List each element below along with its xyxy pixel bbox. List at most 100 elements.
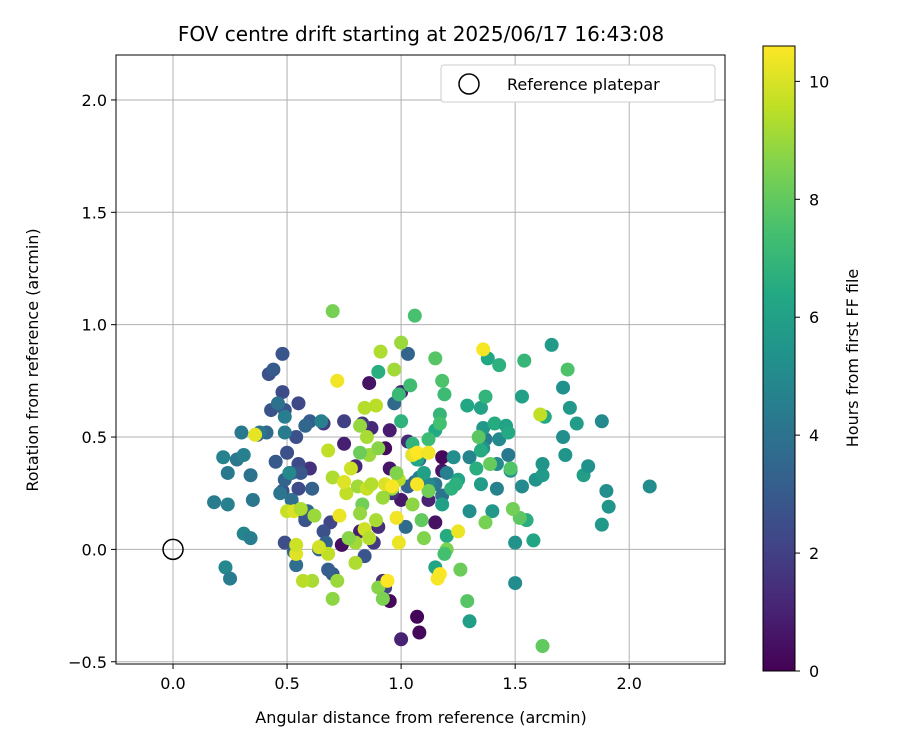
plot-frame <box>115 54 726 665</box>
colorbar-tick-label: 8 <box>809 190 819 209</box>
data-point <box>321 443 336 458</box>
legend: Reference platepar <box>440 64 716 103</box>
data-point <box>369 398 384 413</box>
data-point <box>437 387 452 402</box>
data-point <box>394 414 409 429</box>
data-point <box>471 430 486 445</box>
data-point <box>508 576 523 591</box>
data-point <box>223 571 238 586</box>
data-point <box>469 461 484 476</box>
data-point <box>375 591 390 606</box>
data-point <box>501 448 516 463</box>
data-point <box>430 571 445 586</box>
data-point <box>312 540 326 555</box>
data-point <box>337 436 352 451</box>
data-point <box>394 335 409 350</box>
data-point <box>460 594 475 609</box>
data-point <box>487 416 502 431</box>
data-point <box>601 499 616 514</box>
data-point <box>339 486 354 501</box>
data-point <box>544 337 559 352</box>
data-point <box>325 304 340 319</box>
data-point <box>380 573 395 588</box>
data-point <box>460 398 475 413</box>
data-point <box>400 346 415 361</box>
data-point <box>535 468 550 483</box>
data-point <box>373 344 388 359</box>
data-point <box>266 362 281 377</box>
data-point <box>353 418 368 433</box>
data-point <box>207 495 222 510</box>
data-point <box>503 461 518 476</box>
data-point <box>439 465 454 480</box>
data-point <box>369 513 384 528</box>
data-point <box>270 396 285 411</box>
data-point <box>517 353 532 368</box>
data-point <box>291 396 306 411</box>
data-point <box>448 477 463 492</box>
data-point <box>245 492 260 507</box>
data-point <box>353 506 368 521</box>
colorbar-tick-label: 10 <box>809 72 829 91</box>
data-point <box>421 483 436 498</box>
data-point <box>599 483 614 498</box>
data-point <box>277 409 292 424</box>
data-point <box>535 639 550 654</box>
colorbar-ticks: 0 2 4 6 8 10 <box>795 72 829 681</box>
data-point <box>462 504 477 519</box>
data-point <box>478 389 493 404</box>
data-point <box>515 389 529 404</box>
chart-title: FOV centre drift starting at 2025/06/17 … <box>178 22 664 46</box>
data-point <box>316 524 331 539</box>
x-tick-label: 1.5 <box>502 674 527 693</box>
data-point <box>435 373 450 388</box>
data-point <box>403 378 418 393</box>
data-point <box>485 504 500 519</box>
data-point <box>220 465 235 480</box>
reference-point-marker <box>162 538 184 561</box>
colorbar <box>762 45 796 672</box>
data-point <box>234 425 249 440</box>
data-point <box>325 470 340 485</box>
data-point <box>476 342 491 357</box>
data-point <box>293 465 308 480</box>
data-point <box>428 515 443 530</box>
data-point <box>473 400 488 415</box>
data-point <box>394 632 409 647</box>
data-point <box>382 423 397 438</box>
colorbar-tick-label: 2 <box>809 544 819 563</box>
data-point <box>421 432 436 447</box>
data-point <box>362 376 377 391</box>
data-point <box>348 555 363 570</box>
data-point <box>291 481 306 496</box>
data-point <box>275 385 290 400</box>
data-point <box>236 448 251 463</box>
data-point <box>414 513 429 528</box>
x-tick-label: 1.0 <box>388 674 413 693</box>
data-point <box>569 416 584 431</box>
x-tick-label: 0.0 <box>160 674 185 693</box>
data-point <box>410 609 425 624</box>
data-point <box>273 486 288 501</box>
data-point <box>337 414 352 429</box>
data-point <box>268 454 283 469</box>
data-point <box>505 501 520 516</box>
data-point <box>594 414 609 429</box>
data-point <box>391 387 406 402</box>
colorbar-tick-label: 0 <box>809 662 819 681</box>
data-point <box>387 362 402 377</box>
data-point <box>384 479 399 494</box>
data-point <box>389 465 404 480</box>
data-point <box>321 562 336 577</box>
data-point <box>405 497 420 512</box>
data-point <box>526 533 541 548</box>
data-point <box>412 625 427 640</box>
data-point <box>218 560 233 575</box>
data-point <box>305 481 320 496</box>
colorbar-tick-label: 4 <box>809 426 819 445</box>
data-point <box>389 510 404 525</box>
data-point <box>489 481 504 496</box>
y-tick-label: −0.5 <box>68 653 107 672</box>
data-point <box>362 531 377 546</box>
